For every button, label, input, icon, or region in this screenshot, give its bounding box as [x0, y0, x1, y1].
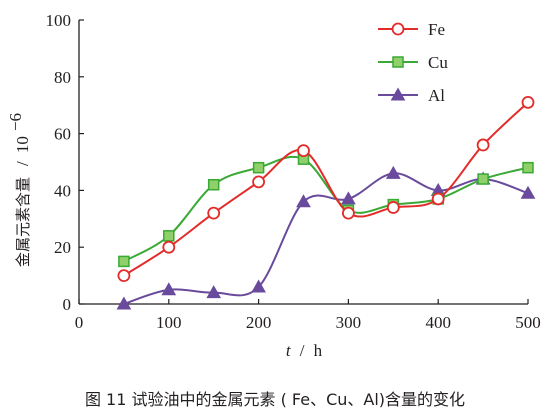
series-cu: [118, 153, 534, 268]
data-point-al: [251, 279, 266, 293]
data-point-fe: [476, 138, 490, 152]
svg-text:金属元素含量 / 10: 金属元素含量 / 10 −6: [6, 113, 32, 267]
y-axis-unit-exponent: −6: [6, 113, 25, 131]
legend-label: Al: [428, 86, 445, 105]
legend-label: Fe: [428, 20, 445, 39]
data-point-al: [116, 296, 132, 310]
x-tick-label: 500: [515, 313, 541, 332]
axes: [78, 20, 528, 305]
data-point-al: [161, 282, 177, 296]
x-tick-label: 200: [246, 313, 272, 332]
y-tick-label: 60: [54, 125, 71, 144]
series-layer: [116, 95, 536, 310]
data-point-cu: [118, 255, 130, 268]
series-line-al: [123, 172, 529, 305]
x-tick-label: 100: [156, 313, 182, 332]
legend-item-fe: Fe: [378, 20, 445, 39]
x-axis-slash: /: [300, 341, 305, 360]
legend-item-al: Al: [378, 86, 445, 105]
data-point-fe: [207, 206, 221, 220]
legend-marker: [392, 56, 404, 68]
y-axis-title: 金属元素含量 / 10 −6: [6, 113, 32, 267]
data-point-fe: [521, 95, 535, 109]
data-point-cu: [477, 173, 489, 185]
x-axis-unit: h: [314, 341, 323, 360]
legend: Fe Cu Al: [378, 20, 448, 105]
data-point-fe: [252, 175, 266, 189]
y-tick-label: 0: [63, 295, 72, 314]
legend-marker: [391, 22, 405, 36]
series-fe: [117, 95, 535, 283]
data-point-fe: [341, 206, 355, 220]
y-tick-label: 80: [54, 68, 71, 87]
data-point-fe: [431, 192, 445, 206]
series-line-cu: [123, 155, 529, 263]
data-point-fe: [297, 144, 310, 158]
data-point-fe: [117, 269, 131, 283]
data-point-al: [206, 285, 222, 299]
data-point-al: [520, 185, 536, 199]
y-axis-slash: /: [13, 161, 32, 166]
y-tick-label: 20: [54, 238, 71, 257]
x-tick-label: 300: [336, 313, 362, 332]
data-point-al: [385, 165, 401, 179]
legend-item-cu: Cu: [378, 53, 448, 72]
legend-label: Cu: [428, 53, 448, 72]
y-tick-label: 40: [54, 181, 71, 200]
data-point-cu: [522, 161, 534, 174]
figure-caption: 图 11 试验油中的金属元素 ( Fe、Cu、Al)含量的变化: [85, 390, 465, 409]
data-point-fe: [162, 240, 176, 254]
y-tick-label: 100: [46, 11, 72, 30]
x-tick-label: 0: [75, 313, 84, 332]
legend-marker: [390, 87, 406, 101]
x-axis-label: t: [286, 341, 292, 360]
series-line-fe: [123, 101, 529, 277]
series-al: [116, 165, 536, 310]
data-point-cu: [163, 230, 175, 242]
data-point-al: [296, 194, 311, 208]
x-axis-title: t / h: [286, 341, 323, 360]
data-point-cu: [252, 161, 265, 174]
x-tick-label: 400: [425, 313, 451, 332]
data-point-al: [341, 191, 356, 205]
y-axis-unit: 10: [13, 136, 32, 153]
data-point-fe: [386, 201, 400, 214]
ticks: 0 20 40 60 80 100 0 100 200 300 400 500: [46, 11, 541, 332]
y-axis-label: 金属元素含量: [14, 177, 32, 267]
data-point-cu: [207, 178, 220, 191]
